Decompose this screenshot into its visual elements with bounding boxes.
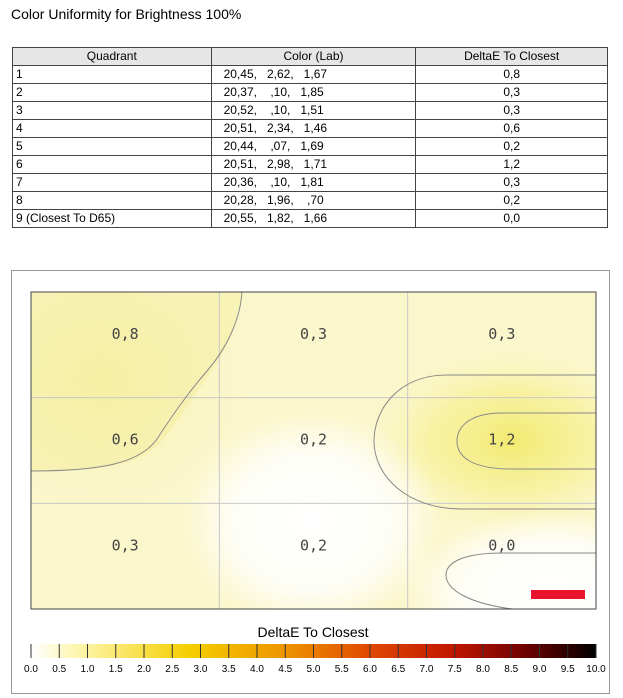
deltae-cell: 0,2: [415, 191, 608, 210]
cell-labels: 0,8 0,3 0,3 0,6 0,2 1,2 0,3 0,2 0,0: [112, 325, 516, 554]
table-row: 4 20,51, 2,34, 1,46 0,6: [12, 119, 608, 138]
table-row: 9 (Closest To D65) 20,55, 1,82, 1,66 0,0: [12, 209, 608, 228]
quadrant-grid: [31, 292, 596, 609]
colorbar-ticks: 0.0 0.5 1.0 1.5 2.0 2.5 3.0 3.5 4.0 4.5 5.0 5.5 6.0 6…: [24, 644, 606, 675]
colorbar-tick-label: 8.0: [476, 664, 490, 675]
color-lab-cell: 20,52, ,10, 1,51: [210, 101, 417, 120]
deltae-cell: 1,2: [415, 155, 608, 174]
colorbar-tick-label: 4.5: [278, 664, 292, 675]
colorbar-tick-label: 10.0: [586, 664, 606, 675]
colorbar-tick-label: 8.5: [504, 664, 518, 675]
deltae-cell: 0,8: [415, 65, 608, 84]
deltae-cell: 0,3: [415, 101, 608, 120]
quadrant-cell: 6: [12, 155, 212, 174]
table-row: 3 20,52, ,10, 1,51 0,3: [12, 101, 608, 120]
deltae-cell: 0,2: [415, 137, 608, 156]
colorbar-tick-label: 5.5: [335, 664, 349, 675]
plot-border: [30, 291, 597, 610]
deltae-cell: 0,3: [415, 83, 608, 102]
column-header-deltae: DeltaE To Closest: [415, 47, 608, 66]
uniformity-chart: 0,8 0,3 0,3 0,6 0,2 1,2 0,3 0,2 0,0 DeltaE To Cl…: [11, 270, 610, 694]
colorbar-tick-label: 5.0: [307, 664, 321, 675]
cell-value-label: 0,6: [112, 431, 139, 449]
deltae-cell: 0,6: [415, 119, 608, 138]
table-row: 8 20,28, 1,96, ,70 0,2: [12, 191, 608, 210]
heat-field: [31, 292, 596, 609]
colorbar-tick-label: 7.0: [420, 664, 434, 675]
table-row: 2 20,37, ,10, 1,85 0,3: [12, 83, 608, 102]
cell-value-label: 0,8: [112, 325, 139, 343]
quadrant-cell: 3: [12, 101, 212, 120]
cell-value-label: 0,2: [300, 536, 327, 554]
page-title: Color Uniformity for Brightness 100%: [11, 6, 242, 22]
contour-left: [31, 292, 243, 472]
quadrant-cell: 2: [12, 83, 212, 102]
cell-value-label: 0,3: [488, 325, 515, 343]
contour-right-outer: [373, 374, 596, 510]
color-lab-cell: 20,51, 2,34, 1,46: [210, 119, 417, 138]
table-row: 7 20,36, ,10, 1,81 0,3: [12, 173, 608, 192]
table-header-row: Quadrant Color (Lab) DeltaE To Closest: [12, 47, 608, 66]
contour-lines: [31, 292, 596, 609]
colorbar-tick-label: 0.0: [24, 664, 38, 675]
contour-right-inner: [456, 412, 596, 470]
quadrant-cell: 4: [12, 119, 212, 138]
color-lab-cell: 20,37, ,10, 1,85: [210, 83, 417, 102]
table-body: 1 20,45, 2,62, 1,67 0,8 2 20,37, ,10, 1,85 0,…: [12, 65, 608, 228]
colorbar-tick-label: 2.5: [165, 664, 179, 675]
contour-bottom-right: [445, 552, 596, 609]
deltae-cell: 0,3: [415, 173, 608, 192]
colorbar-tick-label: 3.0: [194, 664, 208, 675]
cell-value-label: 0,3: [300, 325, 327, 343]
deltae-cell: 0,0: [415, 209, 608, 228]
quadrant-cell: 5: [12, 137, 212, 156]
colorbar-tick-label: 0.5: [52, 664, 66, 675]
table-row: 6 20,51, 2,98, 1,71 1,2: [12, 155, 608, 174]
column-header-color-lab: Color (Lab): [210, 47, 417, 66]
quadrant-cell: 1: [12, 65, 212, 84]
color-lab-cell: 20,55, 1,82, 1,66: [210, 209, 417, 228]
uniformity-table: Quadrant Color (Lab) DeltaE To Closest 1…: [12, 47, 608, 228]
colorbar-tick-label: 2.0: [137, 664, 151, 675]
table-row: 1 20,45, 2,62, 1,67 0,8: [12, 65, 608, 84]
uniformity-chart-svg: 0,8 0,3 0,3 0,6 0,2 1,2 0,3 0,2 0,0 DeltaE To Cl…: [24, 291, 606, 675]
color-lab-cell: 20,28, 1,96, ,70: [210, 191, 417, 210]
quadrant-cell: 7: [12, 173, 212, 192]
cell-value-label: 0,0: [488, 536, 515, 554]
colorbar-tick-label: 3.5: [222, 664, 236, 675]
closest-marker: [531, 590, 585, 599]
color-lab-cell: 20,44, ,07, 1,69: [210, 137, 417, 156]
colorbar-title: DeltaE To Closest: [257, 624, 368, 640]
cell-value-label: 0,3: [112, 536, 139, 554]
colorbar-tick-label: 1.5: [109, 664, 123, 675]
cell-value-label: 0,2: [300, 431, 327, 449]
cell-value-label: 1,2: [488, 431, 515, 449]
column-header-quadrant: Quadrant: [12, 47, 212, 66]
quadrant-cell: 8: [12, 191, 212, 210]
colorbar-tick-label: 6.5: [391, 664, 405, 675]
quadrant-cell: 9 (Closest To D65): [12, 209, 212, 228]
color-lab-cell: 20,51, 2,98, 1,71: [210, 155, 417, 174]
colorbar-tick-label: 4.0: [250, 664, 264, 675]
colorbar-tick-label: 9.5: [561, 664, 575, 675]
colorbar-tick-label: 1.0: [81, 664, 95, 675]
color-lab-cell: 20,36, ,10, 1,81: [210, 173, 417, 192]
color-lab-cell: 20,45, 2,62, 1,67: [210, 65, 417, 84]
table-row: 5 20,44, ,07, 1,69 0,2: [12, 137, 608, 156]
colorbar-tick-label: 7.5: [448, 664, 462, 675]
colorbar-tick-label: 6.0: [363, 664, 377, 675]
colorbar-tick-label: 9.0: [533, 664, 547, 675]
